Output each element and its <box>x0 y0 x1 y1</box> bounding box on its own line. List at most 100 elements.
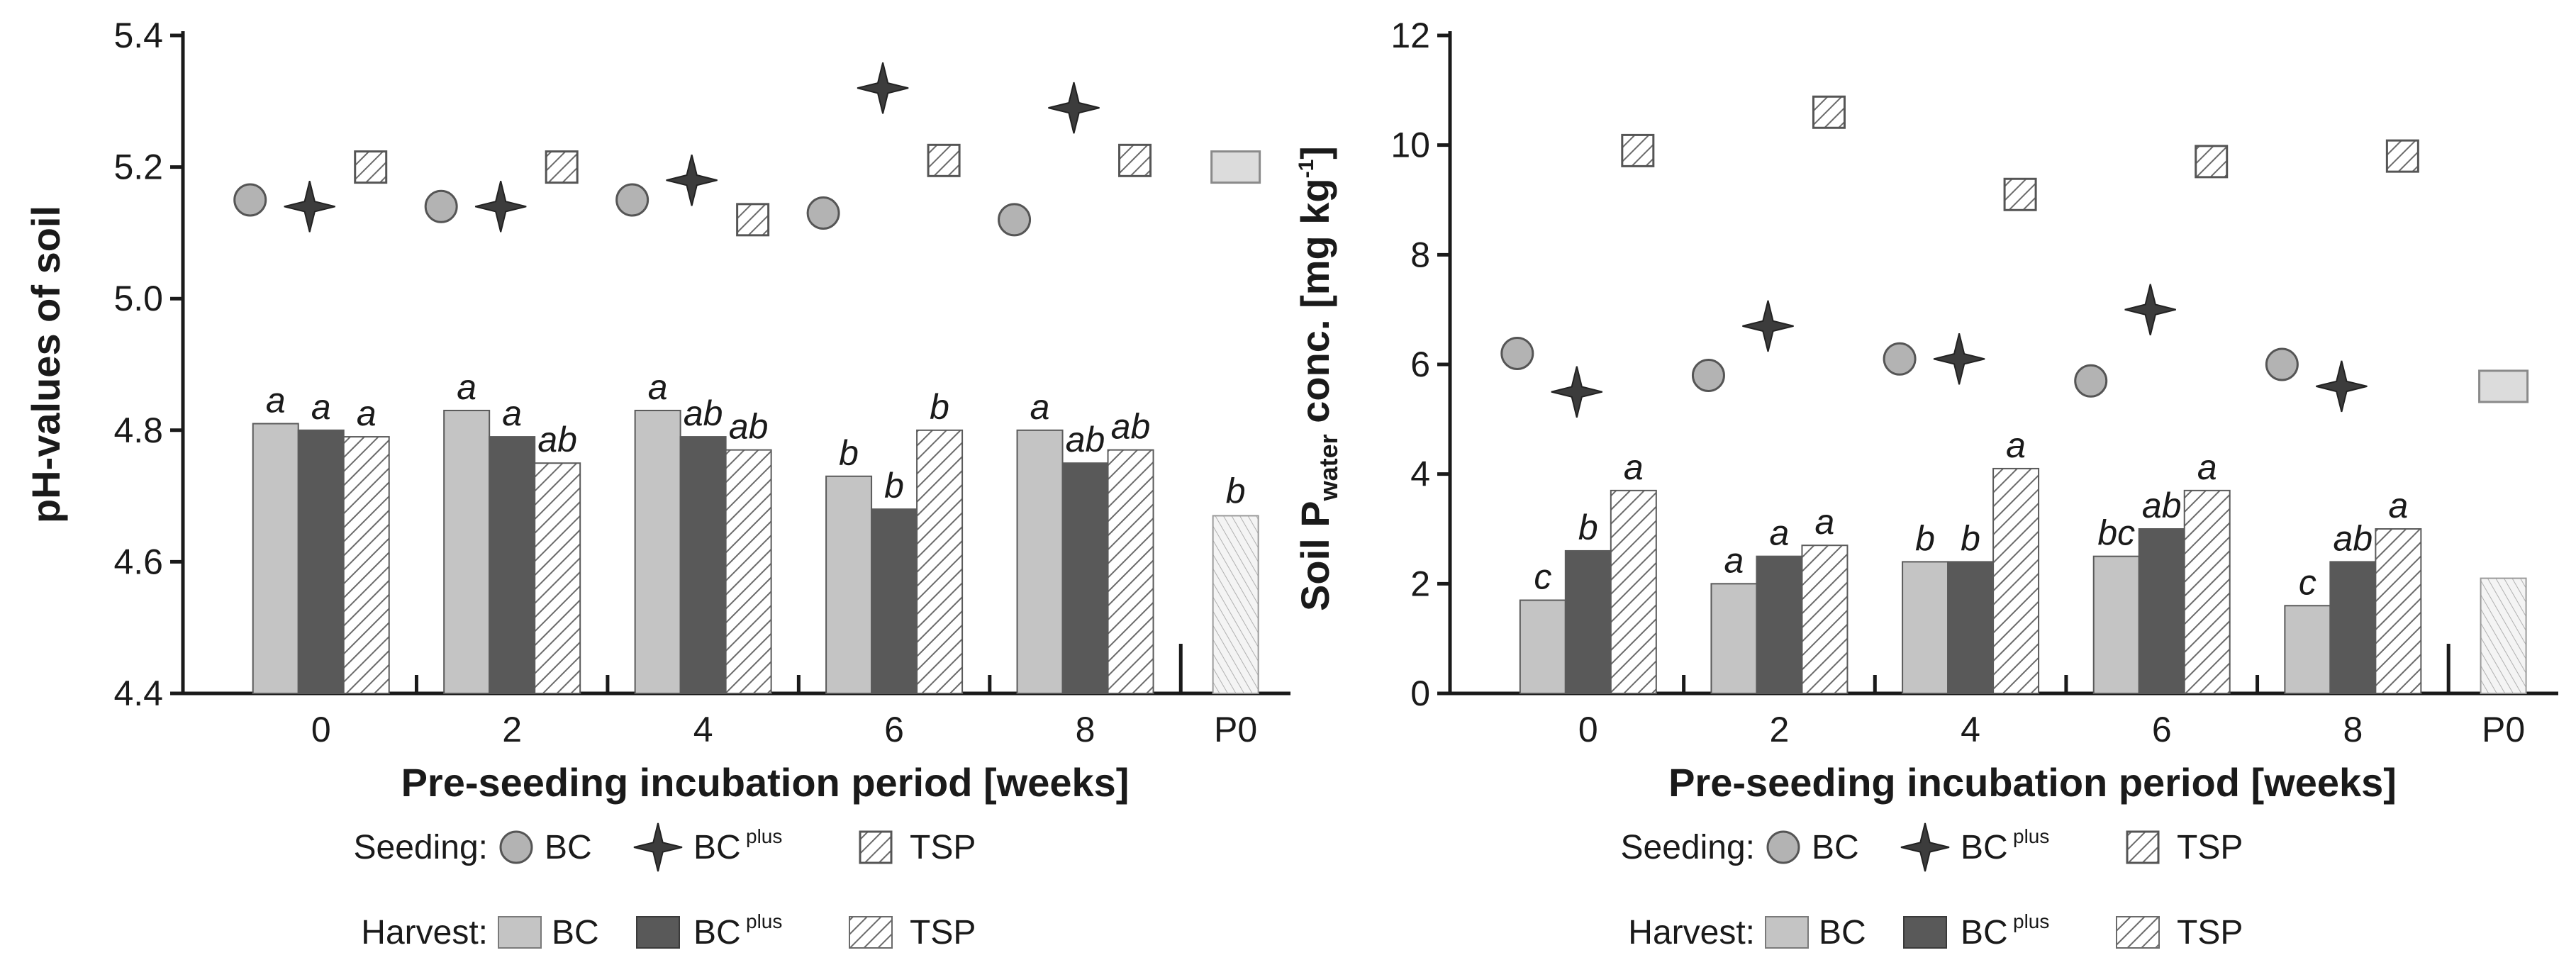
significance-label: b <box>1961 518 1980 558</box>
bar-tsp <box>916 429 964 694</box>
significance-label: ab <box>2142 486 2182 525</box>
bar-bcplus <box>1564 549 1612 695</box>
bar-bc <box>443 409 491 695</box>
legend-seeding-label: Seeding: <box>1621 829 1756 866</box>
y-tick-label: 0 <box>1410 674 1430 713</box>
y-tick-label: 5.4 <box>113 16 163 55</box>
bar-bcplus <box>489 436 536 695</box>
significance-label: a <box>1815 502 1835 542</box>
legend-harvest-tsp-marker <box>849 916 893 949</box>
legend-harvest-bc-text: BC <box>552 914 599 951</box>
significance-label: ab <box>1066 420 1105 459</box>
legend-seeding-bcplus-marker <box>1900 822 1950 872</box>
legend-harvest-bcplus-marker <box>636 916 680 949</box>
significance-label: bc <box>2097 513 2135 553</box>
y-axis-title-sub: water <box>1314 434 1343 501</box>
seeding-bc-marker <box>233 183 267 217</box>
legend-harvest-bcplus-marker <box>1903 916 1947 949</box>
x-tick-label: 0 <box>1578 710 1598 749</box>
y-axis-title: pH-values of soil <box>23 206 68 523</box>
bar-p0 <box>2480 577 2527 694</box>
y-tick-label: 8 <box>1410 235 1430 274</box>
legend-seeding-bcplus-text: BC <box>1961 829 2008 866</box>
bar-tsp <box>1801 545 1849 695</box>
seeding-bcplus-marker <box>1742 300 1794 352</box>
bar-bcplus <box>297 429 345 694</box>
bar-bc <box>1902 561 1949 695</box>
significance-label: c <box>1534 557 1551 597</box>
bar-bc <box>1710 583 1758 694</box>
seeding-p0-marker <box>1210 150 1261 184</box>
x-tick-label: 6 <box>884 710 904 749</box>
y-tick-label: 6 <box>1410 345 1430 384</box>
x-axis-title: Pre-seeding incubation period [weeks] <box>401 760 1130 805</box>
seeding-tsp-marker <box>1621 133 1655 167</box>
seeding-bc-marker <box>615 183 649 217</box>
y-axis-title: Soil Pwater conc. [mg kg-1] <box>1293 146 1343 611</box>
legend-seeding-tsp-marker <box>859 830 893 864</box>
significance-label: a <box>1030 387 1050 427</box>
legend-seeding-bc-text: BC <box>545 829 592 866</box>
x-tick-label: 4 <box>1961 710 1980 749</box>
bar-bcplus <box>1061 462 1109 694</box>
y-axis-title-end: ] <box>1293 146 1337 160</box>
y-tick-label: 4.8 <box>113 411 163 450</box>
bar-bcplus <box>2138 528 2185 694</box>
seeding-bc-marker <box>2265 347 2299 381</box>
legend-harvest-tsp-text: TSP <box>910 914 976 951</box>
significance-label: b <box>1226 471 1246 510</box>
significance-label: a <box>2197 447 2217 487</box>
significance-label: a <box>2388 486 2408 525</box>
seeding-bcplus-marker <box>1551 366 1603 418</box>
bar-p0 <box>1212 515 1259 694</box>
legend-harvest-tsp-text: TSP <box>2177 914 2243 951</box>
seeding-bcplus-marker <box>284 181 335 233</box>
legend-harvest-bcplus-sup: plus <box>746 910 782 932</box>
bar-tsp <box>1107 449 1154 694</box>
legend-seeding-bcplus-text: BC <box>693 829 741 866</box>
seeding-bcplus-marker <box>666 154 718 206</box>
bar-bc <box>1519 599 1566 694</box>
seeding-bcplus-marker <box>1048 82 1100 134</box>
seeding-tsp-marker <box>354 150 388 184</box>
seeding-tsp-marker <box>736 203 770 237</box>
significance-label: a <box>648 367 668 407</box>
seeding-tsp-marker <box>927 143 961 177</box>
x-tick-label: 0 <box>311 710 331 749</box>
seeding-bc-marker <box>1500 337 1534 371</box>
legend-seeding-bc-marker <box>1766 830 1800 864</box>
y-tick-label: 4 <box>1410 454 1430 494</box>
significance-label: a <box>266 381 286 420</box>
legend-harvest-label: Harvest: <box>361 914 488 951</box>
seeding-tsp-marker <box>2003 177 2037 211</box>
y-tick-label: 12 <box>1390 16 1430 55</box>
y-tick-label: 5.0 <box>113 279 163 318</box>
legend-harvest-label: Harvest: <box>1628 914 1755 951</box>
significance-label: a <box>311 387 331 427</box>
significance-label: a <box>1624 447 1644 487</box>
x-tick-label: 4 <box>693 710 713 749</box>
legend-seeding-tsp-text: TSP <box>2177 829 2243 866</box>
legend-harvest-bcplus-text: BC <box>693 914 741 951</box>
significance-label: b <box>1915 518 1935 558</box>
legend-harvest-tsp-marker <box>2116 916 2160 949</box>
significance-label: b <box>839 433 859 473</box>
bar-bcplus <box>1947 561 1995 695</box>
y-tick-label: 5.2 <box>113 147 163 187</box>
x-tick-label: 8 <box>1076 710 1095 749</box>
seeding-bc-marker <box>1691 358 1725 392</box>
significance-label: b <box>930 387 949 427</box>
x-tick-label: P0 <box>1214 710 1257 749</box>
seeding-tsp-marker <box>2195 145 2229 179</box>
legend-harvest-bc-marker <box>1765 916 1809 949</box>
significance-label: a <box>2006 425 2026 465</box>
legend-harvest-bcplus-sup: plus <box>2013 910 2049 932</box>
bar-bcplus <box>871 508 918 694</box>
seeding-bc-marker <box>1883 342 1917 376</box>
y-tick-label: 10 <box>1390 125 1430 165</box>
y-tick-label: 4.4 <box>113 674 163 713</box>
y-tick-label: 4.6 <box>113 542 163 581</box>
seeding-bc-marker <box>998 203 1032 237</box>
